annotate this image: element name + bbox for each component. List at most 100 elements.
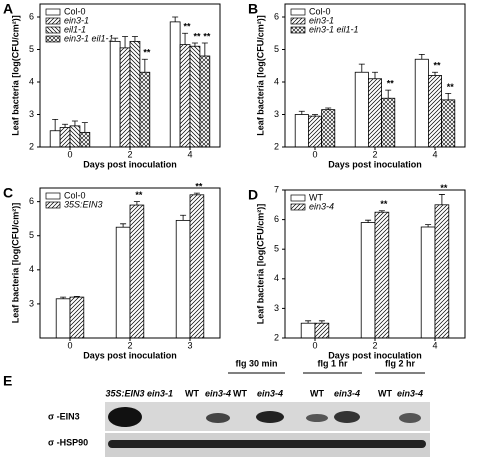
legend-label: eil1-1: [64, 24, 86, 34]
band: [108, 440, 426, 448]
bar: [300, 322, 316, 339]
error-bar: [60, 296, 67, 299]
y-tick-label: 2: [274, 141, 279, 151]
group-label: flg 2 hr: [385, 358, 415, 368]
legend-label: ein3-1: [64, 15, 89, 25]
band: [306, 414, 328, 422]
y-tick-label: 6: [274, 11, 279, 21]
band: [108, 407, 142, 427]
error-bar: [52, 118, 59, 131]
x-axis-label: Days post inoculation: [83, 350, 177, 360]
significance: **: [447, 82, 455, 92]
error-bar: [141, 58, 148, 73]
y-tick-label: 3: [29, 109, 34, 119]
legend-label: ein3-1: [309, 15, 334, 25]
bar: [354, 71, 369, 148]
y-tick-label: 3: [274, 109, 279, 119]
x-axis-label: Days post inoculation: [83, 159, 177, 169]
x-tick-label: 0: [67, 149, 72, 159]
y-tick-label: 3: [29, 298, 34, 308]
bar: [189, 194, 205, 339]
error-bar: [425, 224, 432, 227]
x-tick-label: 4: [187, 149, 192, 159]
plot-frame: [284, 3, 466, 148]
y-tick-label: 4: [29, 264, 34, 274]
bar: [381, 97, 396, 148]
bar: [434, 204, 450, 339]
lane-label: WT: [378, 388, 392, 398]
significance: **: [380, 199, 388, 209]
error-bar: [432, 71, 438, 76]
band: [256, 411, 284, 423]
bar: [69, 296, 85, 339]
error-bar: [298, 110, 305, 115]
y-axis-label: Leaf bacteria [log(CFU/cm²)]: [10, 203, 20, 324]
row-label: σ -HSP90: [48, 437, 88, 447]
y-tick-label: 5: [29, 44, 34, 54]
bar: [441, 99, 456, 148]
x-tick-label: 2: [127, 149, 132, 159]
error-bar: [62, 123, 69, 128]
legend-swatch: [45, 17, 61, 25]
legend-label: ein3-4: [309, 201, 334, 211]
group-label: flg 30 min: [235, 358, 277, 368]
lane-label: WT: [233, 388, 247, 398]
bar: [420, 226, 436, 339]
error-bar: [182, 32, 189, 45]
error-bar: [318, 320, 325, 324]
lane-label: ein3-4: [397, 388, 423, 398]
bar: [69, 125, 81, 148]
bar: [55, 298, 71, 339]
row-label: σ -EIN3: [48, 411, 80, 421]
y-tick-label: 2: [29, 141, 34, 151]
plot-frame: [39, 187, 221, 339]
legend-label: 35S:EIN3: [64, 199, 103, 209]
bar: [374, 211, 390, 339]
y-tick-label: 4: [274, 76, 279, 86]
y-tick-label: 6: [29, 11, 34, 21]
panel-label: B: [248, 1, 258, 17]
bar: [49, 130, 61, 148]
band: [206, 413, 230, 423]
error-bar: [193, 192, 200, 195]
group-label: flg 1 hr: [317, 358, 347, 368]
legend-swatch: [45, 8, 61, 16]
y-tick-label: 3: [274, 303, 279, 313]
bar: [189, 45, 201, 148]
bar: [294, 114, 309, 148]
panel-label: E: [3, 373, 12, 389]
error-bar: [378, 210, 385, 213]
legend-swatch: [290, 194, 306, 202]
y-tick-label: 5: [29, 230, 34, 240]
error-bar: [201, 42, 208, 56]
lane-label: WT: [310, 388, 324, 398]
significance: **: [387, 79, 395, 89]
x-tick-label: 0: [312, 340, 317, 350]
significance: **: [193, 31, 201, 41]
bar: [179, 44, 191, 148]
error-bar: [418, 53, 425, 60]
significance: **: [184, 22, 192, 32]
error-bar: [358, 63, 365, 73]
legend-label: Col-0: [309, 6, 331, 16]
x-tick-label: 4: [432, 340, 437, 350]
bar: [307, 115, 322, 148]
lane-label: WT: [185, 388, 199, 398]
error-bar: [73, 296, 80, 298]
legend-swatch: [45, 201, 61, 209]
error-bar: [172, 16, 179, 22]
legend-swatch: [290, 8, 306, 16]
bar: [314, 322, 330, 339]
bar: [109, 40, 121, 148]
x-tick-label: 2: [127, 340, 132, 350]
y-tick-label: 4: [274, 273, 279, 283]
y-tick-label: 7: [274, 184, 279, 194]
error-bar: [122, 36, 129, 48]
x-tick-label: 0: [312, 149, 317, 159]
y-tick-label: 2: [274, 332, 279, 342]
error-bar: [191, 42, 198, 47]
legend-swatch: [290, 203, 306, 211]
